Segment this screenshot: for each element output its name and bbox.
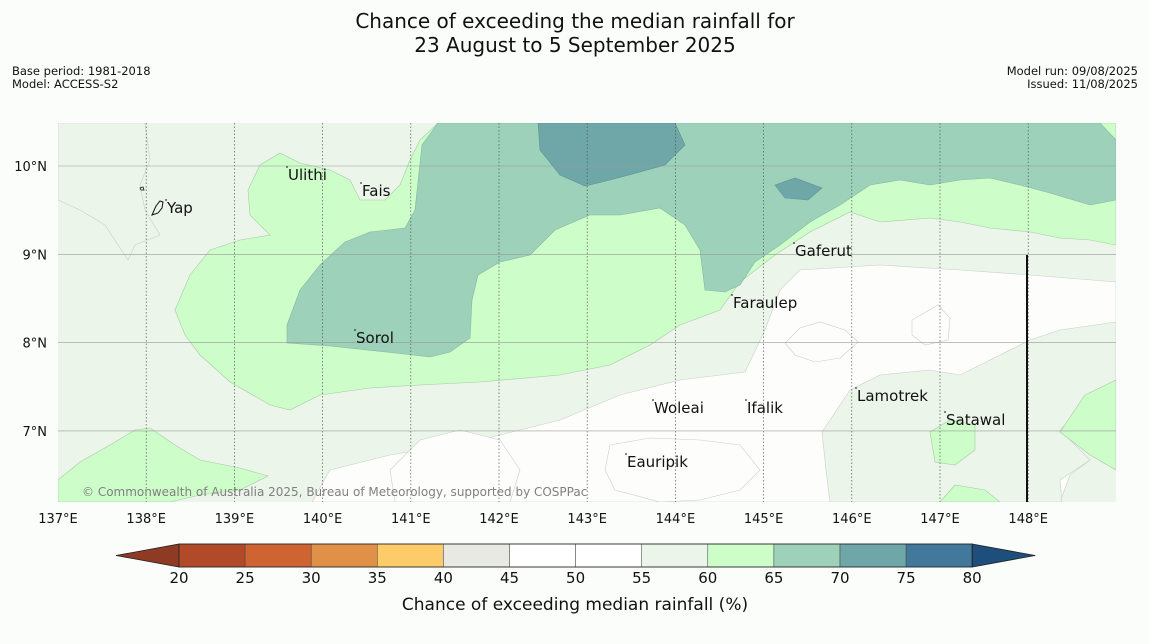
place-label: Ulithi <box>288 166 327 184</box>
colorbar-tick-label: 40 <box>434 569 453 587</box>
longitude-label: 139°E <box>215 512 255 527</box>
longitude-labels: 137°E 138°E 139°E 140°E 141°E 142°E 143°E 144°E… <box>38 512 1048 527</box>
colorbar-tick-label: 70 <box>830 569 849 587</box>
longitude-label: 147°E <box>920 512 960 527</box>
colorbar-tick-label: 55 <box>632 569 651 587</box>
region-60-65-east-3 <box>939 484 1001 502</box>
colorbar-segment <box>178 543 246 568</box>
latitude-label: 8°N <box>23 337 48 352</box>
longitude-label: 148°E <box>1008 512 1048 527</box>
region-65-70 <box>286 123 1116 358</box>
longitude-label: 145°E <box>744 512 784 527</box>
place-label: Ifalik <box>747 399 783 417</box>
region-70-75 <box>537 123 686 187</box>
region-55-60-northwest <box>58 123 161 261</box>
colorbar-tick-label: 30 <box>302 569 321 587</box>
colorbar-segment <box>310 543 378 568</box>
place-label: Lamotrek <box>857 387 928 405</box>
region-white-patch-3 <box>389 429 521 502</box>
colorbar-tick-label: 35 <box>368 569 387 587</box>
colorbar-tick-label: 45 <box>500 569 519 587</box>
region-60-65-east-1 <box>929 419 976 466</box>
base-period-text: Base period: 1981-2018 <box>12 64 151 78</box>
issued-text: Issued: 11/08/2025 <box>1027 77 1138 91</box>
colorbar-tick-label: 25 <box>236 569 255 587</box>
place-label: Woleai <box>654 399 704 417</box>
region-white-patch-2 <box>911 304 951 346</box>
colorbar-tick-label: 80 <box>963 569 982 587</box>
longitude-label: 144°E <box>656 512 696 527</box>
colorbar-tick-label: 20 <box>169 569 188 587</box>
place-label: Fais <box>362 182 391 200</box>
region-60-65-southwest <box>58 427 269 502</box>
colorbar-outline <box>178 543 973 568</box>
place-label: Faraulep <box>733 294 797 312</box>
colorbar-segment <box>377 543 444 568</box>
longitude-label: 138°E <box>126 512 166 527</box>
latitude-label: 9°N <box>23 248 48 263</box>
place-label: Yap <box>166 199 193 217</box>
colorbar-segment <box>707 543 775 568</box>
colorbar-tick-label: 75 <box>897 569 916 587</box>
model-name-text: Model: ACCESS-S2 <box>12 77 119 91</box>
colorbar: 20 25 30 35 40 45 50 55 60 65 70 75 80 <box>115 543 1036 587</box>
model-info: Base period: 1981-2018 Model: ACCESS-S2 <box>12 65 151 91</box>
colorbar-segment <box>443 543 510 568</box>
longitude-label: 137°E <box>38 512 78 527</box>
longitude-label: 142°E <box>479 512 519 527</box>
colorbar-segment <box>509 543 576 568</box>
colorbar-segment <box>905 543 973 568</box>
colorbar-arrow-low <box>115 543 180 568</box>
colorbar-segment <box>575 543 642 568</box>
map-title: Chance of exceeding the median rainfall … <box>0 9 1150 57</box>
latitude-labels: 10°N 9°N 8°N 7°N <box>14 160 47 440</box>
colorbar-tick-label: 60 <box>698 569 717 587</box>
model-run-text: Model run: 09/08/2025 <box>1006 64 1138 78</box>
yap-island-outline <box>151 200 164 216</box>
copyright-text: © Commonwealth of Australia 2025, Bureau… <box>82 485 587 499</box>
place-label: Gaferut <box>795 242 852 260</box>
colorbar-segment <box>839 543 907 568</box>
region-70-75-small <box>774 177 823 201</box>
colorbar-segment <box>773 543 841 568</box>
place-label: Eauripik <box>627 453 688 471</box>
small-island-outline <box>139 186 145 191</box>
region-55-60-east <box>821 321 1116 502</box>
longitude-label: 146°E <box>832 512 872 527</box>
region-60-65-east-2 <box>1059 379 1116 471</box>
graticule <box>58 123 1116 502</box>
region-white-patch-4 <box>604 437 761 502</box>
longitude-label: 140°E <box>303 512 343 527</box>
colorbar-title: Chance of exceeding median rainfall (%) <box>402 595 748 615</box>
run-info: Model run: 09/08/2025 Issued: 11/08/2025 <box>1007 65 1138 91</box>
latitude-label: 10°N <box>14 160 47 175</box>
place-label: Sorol <box>356 329 394 347</box>
colorbar-segment <box>244 543 312 568</box>
longitude-label: 141°E <box>391 512 431 527</box>
colorbar-tick-label: 65 <box>764 569 783 587</box>
title-line-2: 23 August to 5 September 2025 <box>414 33 736 57</box>
region-white-patch-1 <box>784 321 859 363</box>
latitude-label: 7°N <box>23 425 48 440</box>
place-labels: Yap Ulithi Fais Gaferut Faraulep Sorol Woleai I… <box>165 166 1005 471</box>
title-line-1: Chance of exceeding the median rainfall … <box>355 9 795 33</box>
colorbar-tick-label: 50 <box>566 569 585 587</box>
colorbar-arrow-high <box>971 543 1036 568</box>
place-label: Satawal <box>946 411 1005 429</box>
longitude-label: 143°E <box>567 512 607 527</box>
colorbar-segment <box>641 543 709 568</box>
